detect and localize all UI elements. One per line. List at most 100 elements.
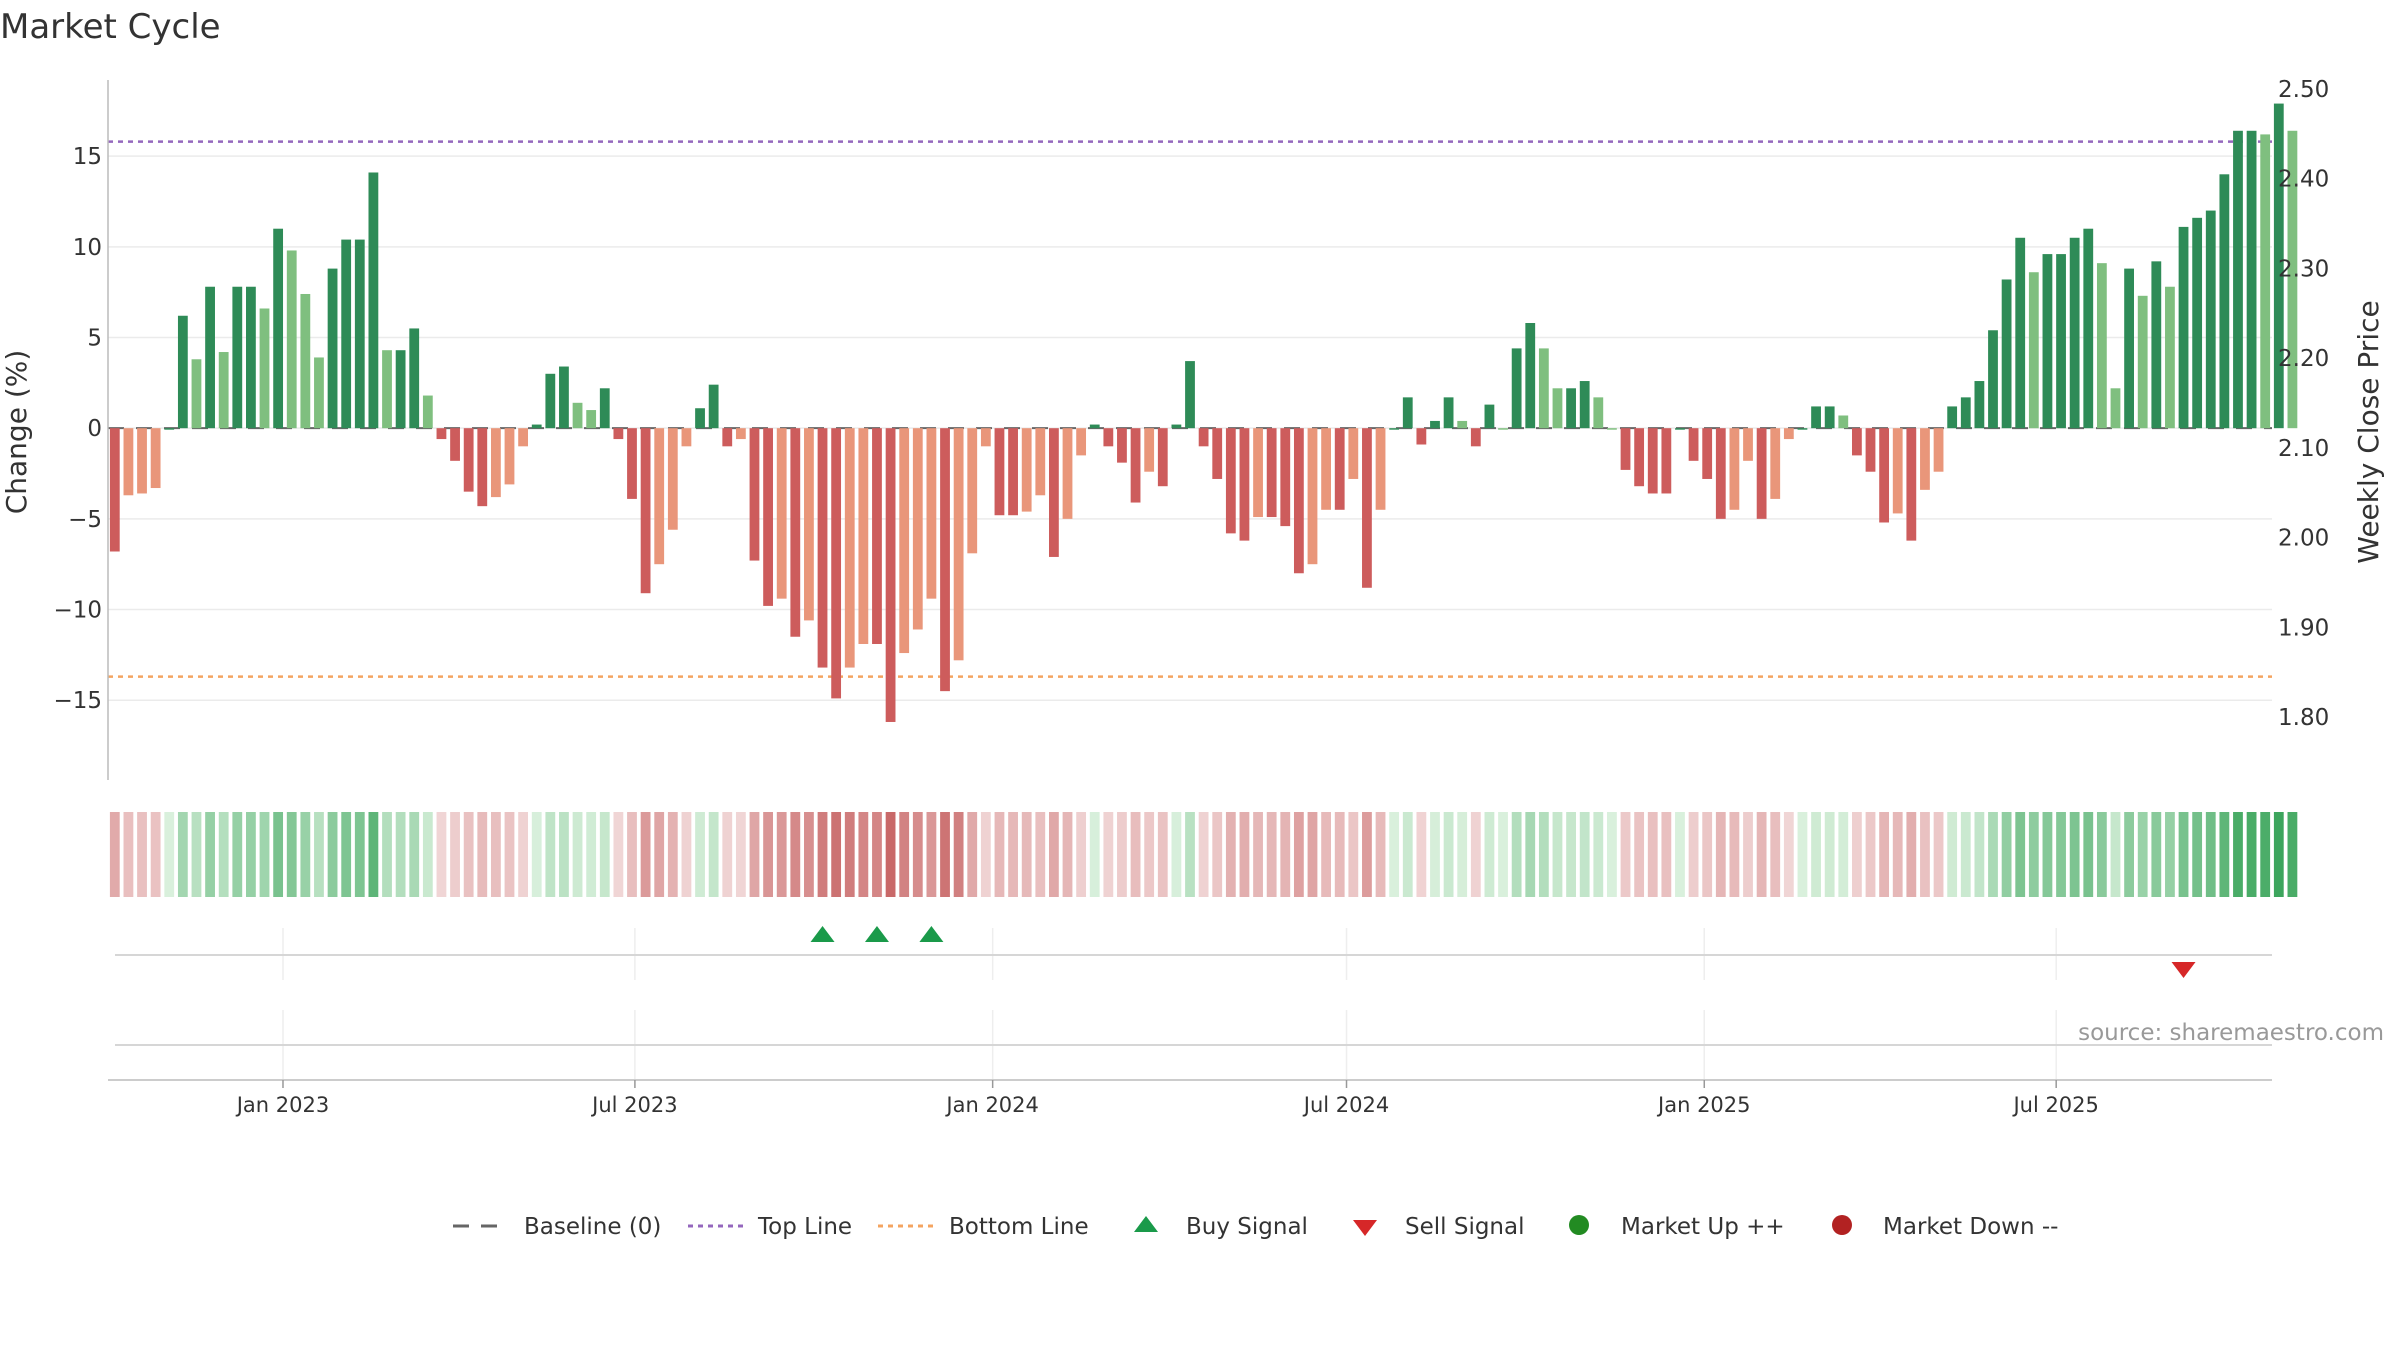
heat-cell: [572, 812, 583, 897]
heat-cell: [1552, 812, 1563, 897]
x-tick-label: Jan 2025: [1656, 1093, 1751, 1117]
heat-cell: [1838, 812, 1849, 897]
heat-cell: [708, 812, 719, 897]
change-bar: [1947, 406, 1958, 429]
change-bar: [1783, 428, 1794, 440]
heat-cell: [518, 812, 529, 897]
change-bar: [1280, 428, 1291, 527]
heat-cell: [2056, 812, 2066, 897]
heat-cell: [205, 812, 215, 897]
y-right-tick-label: 2.30: [2278, 256, 2329, 282]
change-bar: [1375, 428, 1386, 510]
change-bar: [586, 410, 597, 429]
change-bar: [1266, 428, 1277, 518]
heat-cell: [627, 812, 637, 897]
legend-item-buy-signal: Buy Signal: [1134, 1214, 1308, 1240]
heat-cell: [2042, 812, 2053, 897]
heat-cell: [450, 812, 460, 897]
heat-cell: [2260, 812, 2271, 897]
change-bar: [463, 428, 474, 492]
heat-cell: [1620, 812, 1631, 897]
heat-cell: [749, 812, 760, 897]
source-label: source: sharemaestro.com: [2078, 1020, 2384, 1046]
change-bar: [844, 428, 855, 668]
legend-item-baseline: Baseline (0): [453, 1214, 661, 1240]
change-bar: [205, 286, 215, 429]
change-bar: [1988, 330, 1998, 429]
change-bar: [1117, 428, 1127, 463]
change-bar: [1185, 361, 1195, 429]
change-bar: [1879, 428, 1890, 523]
change-bar: [1920, 428, 1930, 490]
y-right-tick-label: 2.20: [2278, 346, 2329, 372]
heat-cell: [2124, 812, 2134, 897]
change-bar: [1797, 428, 1808, 430]
heat-cell: [2015, 812, 2026, 897]
heat-cell: [912, 812, 923, 897]
heat-cell: [2096, 812, 2107, 897]
heat-cell: [123, 812, 134, 897]
change-bar: [1076, 428, 1087, 456]
y-right-tick-label: 2.40: [2278, 167, 2329, 193]
change-bar: [504, 428, 515, 485]
heat-cell: [994, 812, 1005, 897]
change-bar: [1239, 428, 1250, 541]
heat-cell: [1865, 812, 1876, 897]
heat-cell: [191, 812, 202, 897]
heat-cell: [735, 812, 746, 897]
heat-cell: [1430, 812, 1440, 897]
heat-cell: [382, 812, 392, 897]
change-bar: [681, 428, 692, 447]
change-bar: [314, 357, 324, 429]
heat-cell: [300, 812, 311, 897]
heat-cell: [1906, 812, 1917, 897]
change-bar: [1402, 397, 1413, 429]
change-bar: [858, 428, 869, 644]
legend: Baseline (0) Top Line Bottom Line Buy Si…: [453, 1214, 2058, 1240]
change-bar: [1675, 428, 1685, 430]
change-bar: [164, 428, 175, 430]
y-left-tick-label: 10: [73, 235, 102, 261]
heat-cell: [872, 812, 882, 897]
change-bar: [2042, 254, 2053, 429]
change-bar: [191, 359, 202, 429]
x-tick-label: Jul 2023: [590, 1093, 677, 1117]
change-bar: [409, 328, 420, 429]
grid-lines: [108, 155, 2272, 1080]
change-bar: [1334, 428, 1345, 510]
heat-cell: [980, 812, 991, 897]
heat-cell: [1960, 812, 1971, 897]
legend-item-sell-signal: Sell Signal: [1353, 1214, 1525, 1240]
change-bar: [1348, 428, 1359, 479]
heat-cell: [1321, 812, 1332, 897]
heat-cell: [831, 812, 842, 897]
change-bar: [1457, 420, 1468, 429]
heat-cell: [2110, 812, 2121, 897]
y-left-tick-label: −5: [68, 507, 102, 533]
heat-cell: [722, 812, 733, 897]
change-bar: [246, 286, 256, 429]
change-bar: [926, 428, 937, 599]
change-bar: [776, 428, 787, 599]
change-bar: [2178, 226, 2189, 429]
heat-cell: [273, 812, 284, 897]
change-bar: [2219, 174, 2230, 429]
heat-cell: [1253, 812, 1263, 897]
heat-cell: [314, 812, 324, 897]
heat-cell: [1715, 812, 1726, 897]
heat-cell: [613, 812, 624, 897]
change-bar: [1525, 323, 1536, 429]
heat-cell: [1089, 812, 1100, 897]
heat-cell: [1375, 812, 1386, 897]
change-bar: [872, 428, 882, 644]
legend-item-top-line: Top Line: [688, 1214, 852, 1240]
change-bar: [1307, 428, 1318, 565]
change-bar: [1362, 428, 1372, 588]
heat-cell: [2165, 812, 2175, 897]
heat-cell: [1947, 812, 1958, 897]
heat-cell: [1334, 812, 1345, 897]
change-bar: [1824, 406, 1835, 429]
heat-cell: [926, 812, 937, 897]
buy-signal-marker: [810, 926, 835, 942]
heat-cell: [2205, 812, 2216, 897]
